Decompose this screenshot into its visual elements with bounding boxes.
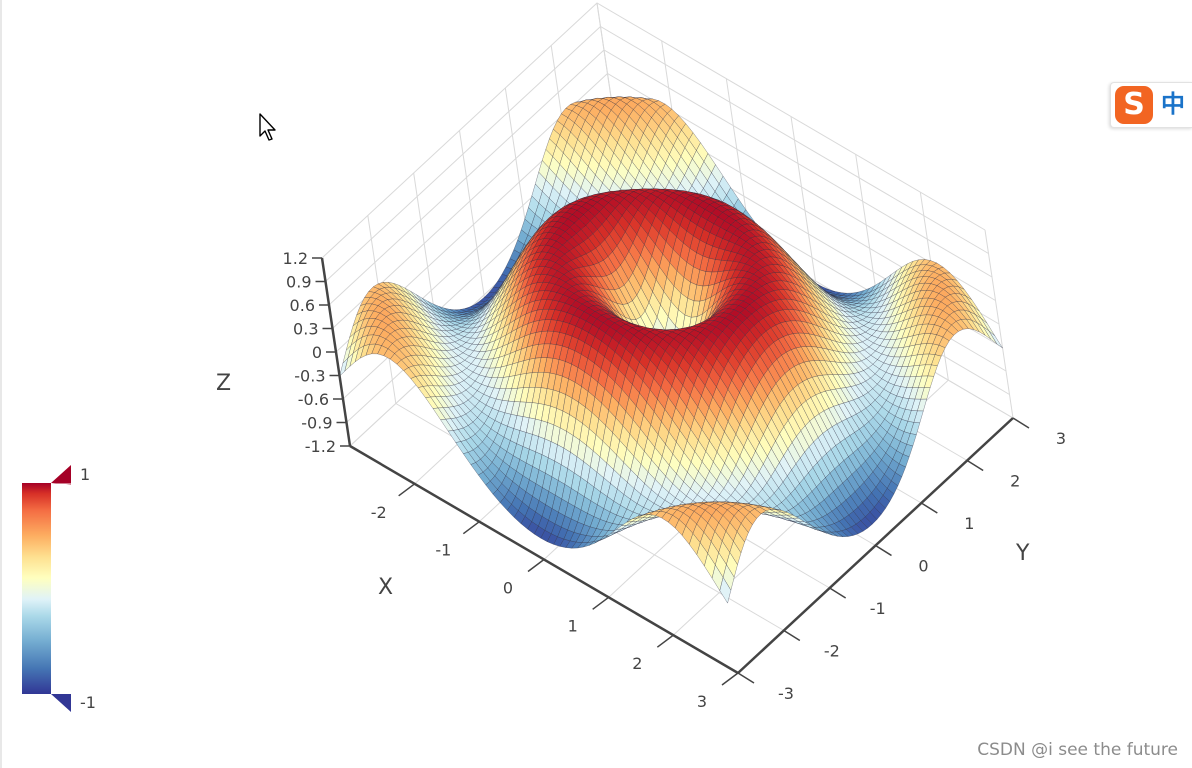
- z-tick-label: -0.6: [298, 390, 329, 409]
- y-tick-label: 2: [1010, 472, 1020, 491]
- y-tick-mark: [737, 672, 755, 684]
- y-tick-mark: [783, 629, 801, 642]
- z-tick-label: -1.2: [305, 437, 336, 456]
- watermark: CSDN @i see the future: [977, 740, 1178, 760]
- y-tick-mark: [829, 587, 847, 599]
- y-tick-mark: [875, 544, 892, 557]
- z-tick-label: 0.9: [286, 273, 311, 292]
- z-tick-label: -0.3: [294, 367, 325, 386]
- colorbar-min-label: -1: [80, 693, 96, 712]
- colorbar-upper-extension: [51, 465, 71, 485]
- y-tick-label: -2: [824, 642, 840, 661]
- window-edge: [0, 0, 2, 768]
- colorbar: 1 -1: [22, 465, 96, 712]
- y-tick-label: 0: [918, 557, 928, 576]
- grid-line: [335, 96, 1000, 353]
- y-tick-mark: [1012, 417, 1030, 429]
- grid-line: [325, 25, 989, 282]
- x-tick-mark: [721, 672, 739, 686]
- ime-mode-label: 中: [1161, 90, 1185, 118]
- x-tick-mark: [592, 596, 610, 610]
- x-tick-mark: [527, 558, 545, 573]
- x-tick-label: -1: [435, 541, 451, 560]
- grid-line: [328, 49, 993, 306]
- z-axis-title: Z: [216, 371, 231, 396]
- x-axis-title: X: [378, 575, 393, 600]
- x-tick-mark: [462, 521, 480, 535]
- y-tick-label: -3: [778, 684, 794, 703]
- x-tick-label: -2: [371, 503, 387, 522]
- surface-mesh: [339, 96, 1003, 604]
- z-tick-label: 0.3: [293, 320, 318, 339]
- mouse-pointer-icon: [259, 113, 276, 141]
- x-tick-label: 0: [503, 579, 513, 598]
- x-tick-label: 2: [632, 654, 642, 673]
- surface-patch: [719, 576, 732, 604]
- x-tick-label: 1: [568, 616, 578, 635]
- x-tick-label: 3: [697, 692, 707, 711]
- y-tick-label: -1: [870, 599, 886, 618]
- y-tick-mark: [920, 502, 938, 514]
- y-tick-mark: [966, 459, 984, 472]
- z-tick-label: -0.9: [301, 414, 332, 433]
- grid-line: [332, 72, 996, 329]
- ime-indicator[interactable]: S 中: [1110, 82, 1192, 128]
- x-tick-mark: [656, 634, 674, 648]
- sogou-logo-icon: S: [1115, 86, 1153, 124]
- z-tick-label: 0.6: [290, 296, 315, 315]
- tick-labels: 1.2 0.9 0.6 0.3 0 -0.3 -0.6 -0.9 -1.2 -2 -1 0 1 2 3 -3 -…: [283, 249, 1067, 711]
- colorbar-lower-extension: [51, 694, 71, 712]
- y-tick-label: 3: [1056, 429, 1066, 448]
- colorbar-max-label: 1: [80, 465, 90, 484]
- y-tick-label: 1: [964, 514, 974, 533]
- z-tick-label: 0: [312, 343, 322, 362]
- colorbar-gradient: [22, 483, 51, 694]
- grid-line: [321, 2, 986, 259]
- x-tick-mark: [398, 483, 416, 497]
- z-tick-label: 1.2: [283, 249, 308, 268]
- y-axis-title: Y: [1015, 541, 1030, 566]
